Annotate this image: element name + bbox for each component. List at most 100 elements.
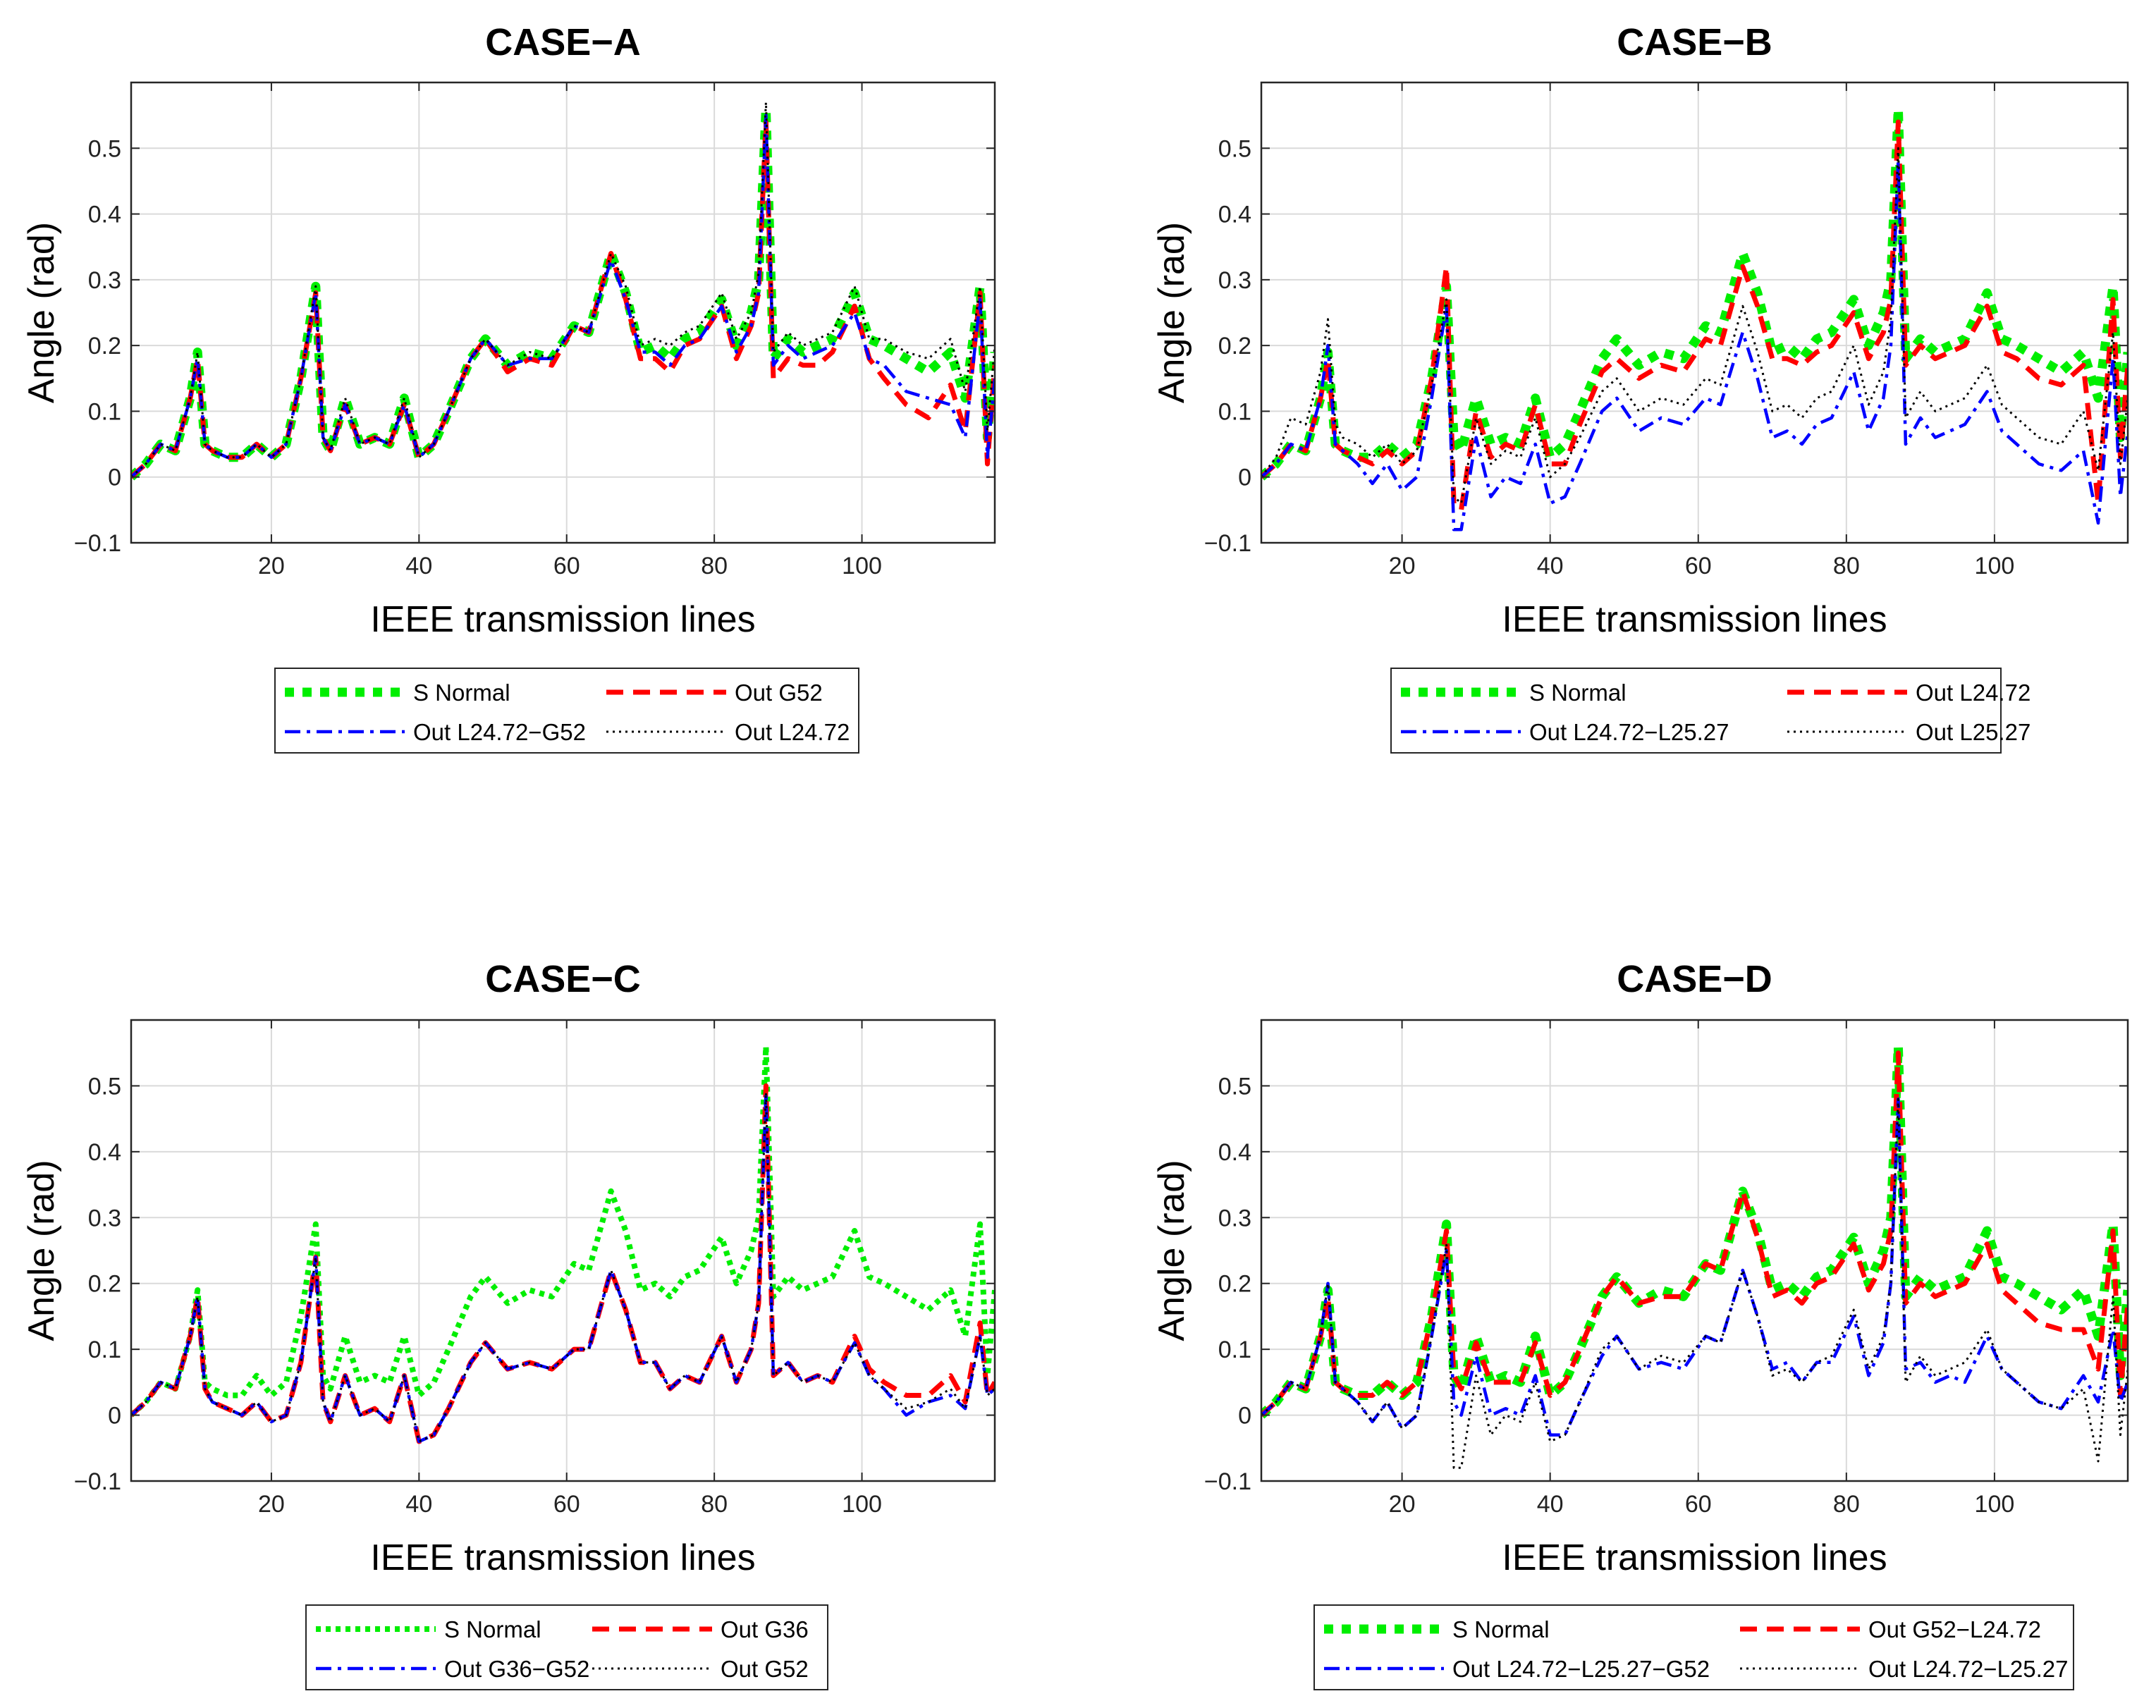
- legend-label-2: Out G52: [735, 680, 823, 706]
- y-tick-label: 0.1: [1218, 1337, 1251, 1363]
- y-tick-label: 0.4: [1218, 202, 1251, 228]
- plot-area: [1261, 1020, 2128, 1481]
- x-tick-label: 60: [1685, 553, 1712, 579]
- x-tick-label: 40: [1537, 1491, 1564, 1518]
- chart-title: CASE−D: [1617, 958, 1772, 1000]
- legend-label-3: Out L24.72−L25.27: [1529, 719, 1729, 745]
- series-line-2: [1261, 119, 2128, 512]
- series-line-1: [1261, 104, 2128, 481]
- chart-title: CASE−A: [485, 21, 641, 63]
- x-tick-label: 20: [1389, 1491, 1416, 1518]
- y-tick-label: 0.5: [88, 135, 121, 162]
- x-tick-label: 100: [1975, 1491, 2015, 1518]
- series-line-3: [131, 113, 995, 479]
- y-tick-label: 0.4: [1218, 1139, 1251, 1166]
- series-group: [131, 1043, 995, 1444]
- y-tick-label: 0.3: [88, 267, 121, 294]
- x-tick-label: 20: [258, 553, 285, 579]
- legend-box: [1313, 1604, 2074, 1690]
- x-tick-label: 60: [1685, 1491, 1712, 1518]
- series-group: [131, 101, 995, 481]
- y-tick-label: 0: [1238, 465, 1251, 491]
- y-tick-label: 0.5: [1218, 135, 1251, 162]
- series-group: [1261, 104, 2128, 532]
- y-axis-label: Angle (rad): [21, 1160, 62, 1341]
- series-line-1: [131, 1043, 995, 1418]
- y-tick-label: 0.2: [1218, 333, 1251, 360]
- legend-label-4: Out L24.72−L25.27: [1868, 1656, 2069, 1682]
- x-tick-label: 80: [1833, 1491, 1860, 1518]
- legend-label-1: S Normal: [1452, 1616, 1550, 1642]
- x-axis-label: IEEE transmission lines: [1502, 599, 1887, 640]
- y-tick-label: 0: [1238, 1403, 1251, 1430]
- legend-label-4: Out L25.27: [1916, 719, 2031, 745]
- x-axis-label: IEEE transmission lines: [1502, 1537, 1887, 1578]
- legend-label-4: Out L24.72: [735, 719, 850, 745]
- legend-label-3: Out G36−G52: [444, 1656, 589, 1682]
- series-group: [1261, 1041, 2128, 1469]
- y-tick-label: −0.1: [1204, 1468, 1251, 1495]
- plot-area: [1261, 82, 2128, 543]
- y-tick-label: 0.4: [88, 202, 121, 228]
- x-axis-label: IEEE transmission lines: [370, 599, 755, 640]
- chart-title: CASE−B: [1617, 21, 1772, 63]
- y-tick-label: 0.3: [88, 1205, 121, 1231]
- y-axis-label: Angle (rad): [1151, 222, 1192, 403]
- y-axis-label: Angle (rad): [1151, 1160, 1192, 1341]
- chart-panel-c: 20 40 60 80 100 −0.1 0 0.1 0.2 0.3 0.4 0.5 CASE−C IEE…: [21, 958, 996, 1690]
- y-tick-label: 0.5: [88, 1073, 121, 1100]
- x-tick-label: 40: [405, 1491, 432, 1518]
- legend-label-2: Out G52−L24.72: [1868, 1616, 2041, 1642]
- x-tick-label: 80: [701, 1491, 728, 1518]
- y-axis-label: Angle (rad): [21, 222, 62, 403]
- x-tick-label: 60: [553, 1491, 580, 1518]
- chart-panel-d: 20 40 60 80 100 −0.1 0 0.1 0.2 0.3 0.4 0.5 CASE−D IEE…: [1151, 958, 2129, 1690]
- x-tick-label: 100: [1975, 553, 2015, 579]
- axes-box: [130, 81, 996, 544]
- y-tick-label: −0.1: [74, 530, 121, 557]
- y-tick-label: −0.1: [74, 1468, 121, 1495]
- legend-box: [274, 668, 859, 754]
- series-line-2: [1261, 1050, 2128, 1418]
- y-tick-label: 0.1: [88, 398, 121, 425]
- legend-label-1: S Normal: [413, 680, 510, 706]
- legend-label-1: S Normal: [1529, 680, 1627, 706]
- axes-box: [1260, 1019, 2129, 1482]
- chart-panel-b: 20 40 60 80 100 −0.1 0 0.1 0.2 0.3 0.4 0.5 CASE−B IEE…: [1151, 21, 2129, 754]
- chart-title: CASE−C: [485, 958, 641, 1000]
- y-tick-label: 0.2: [88, 1271, 121, 1298]
- y-tick-label: 0.2: [1218, 1271, 1251, 1298]
- y-tick-label: 0.3: [1218, 1205, 1251, 1231]
- plot-area: [131, 1020, 995, 1481]
- legend-box: [1390, 668, 2002, 754]
- y-tick-label: 0.5: [1218, 1073, 1251, 1100]
- y-tick-label: 0.1: [1218, 398, 1251, 425]
- x-tick-label: 80: [701, 553, 728, 579]
- y-tick-label: 0: [108, 465, 121, 491]
- chart-panel-a: 20 40 60 80 100 −0.1 0 0.1 0.2 0.3 0.4 0.5 CASE−A IEE…: [21, 21, 996, 754]
- axes-box: [1260, 81, 2129, 544]
- legend-box: [305, 1604, 828, 1690]
- x-axis-label: IEEE transmission lines: [370, 1537, 755, 1578]
- legend-label-1: S Normal: [444, 1616, 541, 1642]
- legend-label-2: Out L24.72: [1916, 680, 2031, 706]
- legend: S Normal Out G52−L24.72 Out L24.72−L25.27−…: [1313, 1604, 2074, 1690]
- chart-panels: 20 40 60 80 100 −0.1 0 0.1 0.2 0.3 0.4 0.5 CASE−A IEE…: [21, 21, 2129, 1690]
- legend-label-2: Out G36: [721, 1616, 809, 1642]
- legend: S Normal Out L24.72 Out L24.72−L25.27 Out L…: [1390, 668, 2031, 754]
- y-tick-label: 0.2: [88, 333, 121, 360]
- legend-label-4: Out G52: [721, 1656, 809, 1682]
- y-tick-label: 0.3: [1218, 267, 1251, 294]
- series-line-4: [131, 1091, 995, 1443]
- legend: S Normal Out G52 Out L24.72−G52 Out L24.72: [274, 668, 859, 754]
- y-tick-label: 0.4: [88, 1139, 121, 1166]
- series-line-4: [1261, 147, 2128, 505]
- x-tick-label: 40: [1537, 553, 1564, 579]
- x-tick-label: 100: [842, 553, 882, 579]
- x-tick-label: 20: [258, 1491, 285, 1518]
- x-tick-label: 60: [553, 553, 580, 579]
- x-tick-label: 20: [1389, 553, 1416, 579]
- legend-label-3: Out L24.72−L25.27−G52: [1452, 1656, 1710, 1682]
- x-tick-label: 80: [1833, 553, 1860, 579]
